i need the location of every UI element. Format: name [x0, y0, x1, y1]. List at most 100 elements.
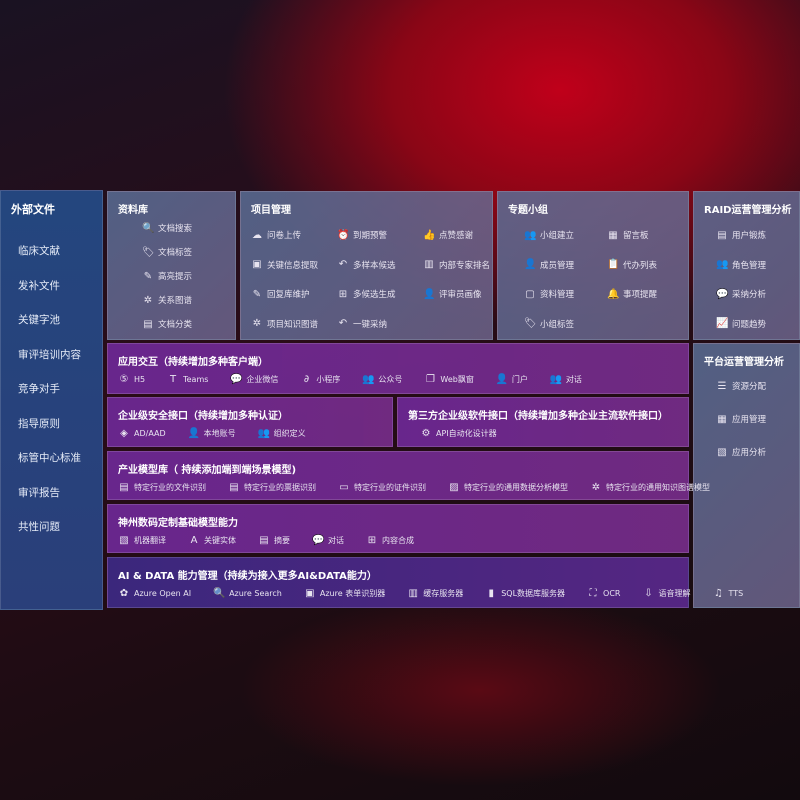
sidebar-item[interactable]: 审评培训内容 — [18, 348, 81, 361]
feature-item[interactable]: 👤 成员管理 — [524, 259, 574, 271]
feature-item[interactable]: 👤 本地账号 — [188, 428, 236, 439]
feature-item[interactable]: ◈ AD/AAD — [118, 428, 166, 439]
puzzle-icon: ⊞ — [338, 288, 348, 300]
feature-item[interactable]: ▮ SQL数据库服务器 — [485, 588, 565, 599]
feature-item[interactable]: ▦ 留言板 — [607, 229, 648, 242]
panel-ai-data: AI & DATA 能力管理（持续为接入更多AI&DATA能力） ✿ Azure … — [107, 557, 743, 608]
feature-item[interactable]: ▣ Azure 表单识别器 — [304, 588, 385, 599]
feature-item[interactable]: ❐ Web飘窗 — [424, 374, 474, 385]
panel-title: 企业级安全接口（持续增加多种认证） — [118, 411, 288, 422]
sidebar-item[interactable]: 竞争对手 — [18, 383, 60, 395]
folder-icon: ▢ — [525, 288, 535, 300]
feature-label: 关系图谱 — [158, 296, 193, 306]
feature-item[interactable]: 👥 小组建立 — [524, 229, 574, 242]
feature-item[interactable]: ▤ 特定行业的文件识别 — [118, 482, 206, 493]
feature-item[interactable]: ✲ 项目知识图谱 — [251, 318, 318, 330]
feature-item[interactable]: ☰ 资源分配 — [716, 380, 767, 393]
window-icon: ❐ — [425, 374, 435, 385]
feature-label: 一键采纳 — [353, 319, 388, 330]
feature-label: 内容合成 — [382, 536, 414, 545]
feature-item[interactable]: ▤ 文档分类 — [142, 318, 192, 331]
feature-item[interactable]: ⑤ H5 — [118, 374, 146, 385]
panel-title: AI & DATA 能力管理（持续为接入更多AI&DATA能力） — [118, 571, 377, 582]
feature-item[interactable]: ▧ 应用分析 — [716, 446, 766, 459]
feature-label: 点赞感谢 — [439, 231, 474, 241]
sidebar-item[interactable]: 共性问题 — [18, 521, 60, 533]
feature-item[interactable]: ↶ 一键采纳 — [337, 318, 387, 330]
feature-item[interactable]: ✿ Azure Open AI — [118, 588, 191, 599]
feature-item[interactable]: 👥 对话 — [550, 374, 582, 385]
feature-item[interactable]: ↶ 多样本候选 — [337, 259, 396, 271]
feature-label: 语音理解 — [658, 589, 691, 598]
feature-item[interactable]: ♫ TTS — [713, 588, 743, 599]
feature-item[interactable]: ∂ 小程序 — [300, 374, 341, 385]
feature-item[interactable]: ▥ 缓存服务器 — [407, 588, 463, 599]
feature-item[interactable]: ⊞ 多候选生成 — [337, 288, 396, 301]
feature-label: 多候选生成 — [353, 290, 396, 300]
portal-icon: 👤 — [495, 374, 509, 385]
feature-item[interactable]: 👥 角色管理 — [716, 259, 766, 271]
feature-item[interactable]: 💬 采纳分析 — [716, 288, 766, 301]
feature-item[interactable]: 🔍 文档搜索 — [142, 222, 192, 235]
sidebar-item[interactable]: 发补文件 — [18, 279, 60, 292]
feature-item[interactable]: 📈 问题趋势 — [716, 318, 766, 330]
feature-item[interactable]: ▣ 关键信息提取 — [251, 259, 318, 271]
feature-item[interactable]: 👍 点赞感谢 — [423, 229, 474, 242]
feature-label: Azure Search — [229, 589, 282, 598]
feature-item[interactable]: ▥ 内部专家排名 — [423, 259, 490, 271]
feature-item[interactable]: ▧ 机器翻译 — [118, 535, 166, 546]
feature-label: 项目知识图谱 — [267, 319, 319, 330]
feature-item[interactable]: T Teams — [167, 374, 208, 385]
feature-item[interactable]: ✎ 高亮提示 — [142, 270, 192, 283]
org-icon: 👥 — [257, 428, 271, 439]
feature-item[interactable]: ⚙ API自动化设计器 — [420, 428, 497, 439]
extract-icon: ▣ — [252, 259, 262, 270]
feature-item[interactable]: 👥 组织定义 — [258, 428, 306, 439]
feature-item[interactable]: ☁ 问卷上传 — [251, 229, 301, 242]
feature-item[interactable]: ⏰ 到期预警 — [337, 229, 388, 242]
panel-group: 专题小组 👥 小组建立 ▦ 留言板 👤 成员管理 📋 代办列表 ▢ 资料管理 🔔 事项提醒 🏷 小组标签 — [497, 191, 689, 340]
miniprogram-icon: ∂ — [303, 374, 309, 385]
panel-title: 资料库 — [118, 205, 148, 216]
feature-item[interactable]: ✲ 关系图谱 — [142, 294, 193, 307]
feature-item[interactable]: ⛶ OCR — [587, 588, 621, 599]
sidebar-item[interactable]: 标管中心标准 — [18, 452, 81, 464]
feature-item[interactable]: ✲ 特定行业的通用知识图谱模型 — [590, 482, 710, 493]
feature-item[interactable]: ▭ 特定行业的证件识别 — [338, 482, 426, 493]
feature-item[interactable]: 🔍 Azure Search — [213, 588, 282, 599]
feature-item[interactable]: ▨ 特定行业的通用数据分析模型 — [448, 482, 568, 493]
sidebar-item[interactable]: 指导原则 — [18, 417, 60, 430]
feature-item[interactable]: ▤ 特定行业的票据识别 — [228, 482, 316, 493]
feature-item[interactable]: 📋 代办列表 — [607, 259, 657, 271]
feature-item[interactable]: ✎ 回复库维护 — [251, 288, 310, 301]
sidebar-title: 外部文件 — [11, 203, 55, 216]
feature-item[interactable]: ▢ 资料管理 — [524, 288, 574, 301]
feature-label: 特定行业的文件识别 — [134, 483, 206, 492]
sidebar-item[interactable]: 审评报告 — [18, 486, 60, 499]
feature-label: Azure 表单识别器 — [319, 589, 386, 598]
feature-item[interactable]: 💬 企业微信 — [230, 374, 278, 385]
feature-item[interactable]: 👤 评审员画像 — [423, 288, 482, 301]
feature-label: 特定行业的证件识别 — [354, 483, 426, 492]
feature-item[interactable]: ⇩ 语音理解 — [643, 588, 691, 599]
pen-icon: ✎ — [143, 270, 153, 282]
feature-item[interactable]: A 关键实体 — [188, 535, 236, 546]
feature-label: 对话 — [565, 375, 582, 384]
feature-item[interactable]: 🏷 小组标签 — [524, 318, 574, 330]
id-card-icon: ▭ — [339, 482, 349, 493]
feature-item[interactable]: ▤ 用户锻炼 — [716, 229, 766, 242]
feature-item[interactable]: 🔔 事项提醒 — [607, 288, 657, 301]
feature-item[interactable]: 💬 对话 — [312, 535, 344, 546]
feature-label: 小组标签 — [540, 319, 575, 330]
feature-item[interactable]: ▤ 摘要 — [258, 535, 290, 546]
feature-item[interactable]: 👤 门户 — [496, 374, 528, 385]
feature-label: 到期预警 — [353, 231, 388, 241]
tts-icon: ♫ — [714, 588, 723, 599]
feature-item[interactable]: 👥 公众号 — [362, 374, 402, 385]
feature-item[interactable]: ⊞ 内容合成 — [366, 535, 414, 546]
feature-item[interactable]: 🏷 文档标签 — [142, 246, 192, 259]
sidebar-item[interactable]: 关键字池 — [18, 314, 60, 326]
feature-item[interactable]: ▦ 应用管理 — [716, 413, 766, 426]
sidebar-item[interactable]: 临床文献 — [18, 245, 60, 257]
panel-title: 平台运营管理分析 — [704, 357, 784, 368]
